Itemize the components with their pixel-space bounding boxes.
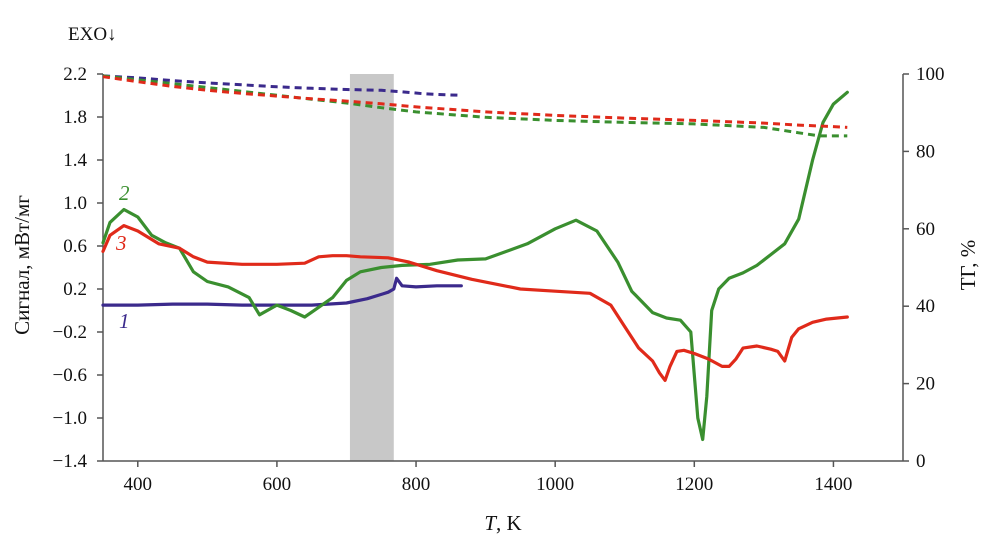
- x-axis-title: T, K: [484, 511, 521, 535]
- y-left-tick-label: −1.0: [53, 408, 87, 429]
- curve-label-2: 2: [119, 181, 130, 205]
- curve-label-1: 1: [119, 309, 130, 333]
- y-right-tick-label: 100: [916, 64, 945, 85]
- y-left-tick-label: 1.8: [63, 107, 87, 128]
- y-axis-left-title: Сигнал, мВт/мг: [10, 195, 34, 335]
- x-tick-label: 800: [402, 474, 431, 495]
- y-left-tick-label: 0.2: [63, 279, 87, 300]
- y-left-tick-label: 1.0: [63, 193, 87, 214]
- y-right-tick-label: 20: [916, 374, 935, 395]
- curve-label-3: 3: [115, 231, 127, 255]
- y-right-tick-label: 0: [916, 451, 926, 472]
- x-axis-symbol: T: [484, 511, 497, 535]
- tg-curve-6: [102, 75, 848, 129]
- x-tick-label: 1200: [675, 474, 713, 495]
- y-left-tick-label: −1.4: [53, 451, 88, 472]
- y-right-tick-label: 60: [916, 219, 935, 240]
- signal-curve-3: [101, 224, 849, 382]
- x-axis-unit: , K: [496, 511, 522, 535]
- y-right-tick-label: 40: [916, 296, 935, 317]
- y-left-tick-label: 1.4: [63, 150, 87, 171]
- y-right-tick-label: 80: [916, 141, 935, 162]
- y-axis-right-title: ТГ, %: [956, 240, 980, 291]
- x-tick-label: 1000: [536, 474, 574, 495]
- tick-layer: 400 600 800 1000 1200 14002.21.81.41.00.60.2−…: [53, 64, 945, 495]
- signal-curve-2: [101, 90, 849, 442]
- axes-layer: [102, 74, 904, 462]
- y-left-tick-label: 0.6: [63, 236, 87, 257]
- y-left-tick-label: −0.6: [53, 365, 87, 386]
- tg-curve-5: [102, 74, 848, 138]
- y-left-tick-label: 2.2: [63, 64, 87, 85]
- x-tick-label: 400: [124, 474, 153, 495]
- tg-curve-4: [102, 74, 462, 97]
- series-layer: [101, 74, 849, 442]
- signal-curve-1: [101, 276, 463, 307]
- x-tick-label: 1400: [814, 474, 852, 495]
- y-left-tick-label: −0.2: [53, 322, 87, 343]
- exo-label: EXO↓: [68, 24, 117, 45]
- x-tick-label: 600: [263, 474, 292, 495]
